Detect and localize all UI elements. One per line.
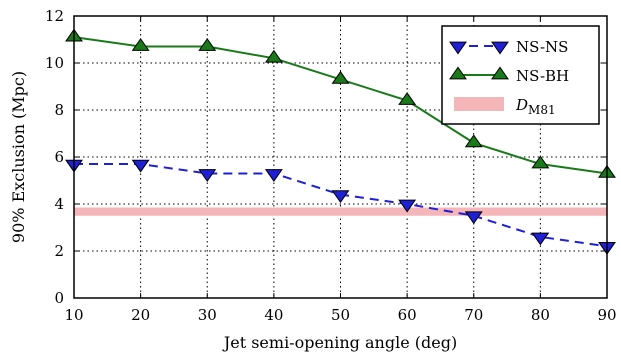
ns-ns-legend-marker <box>449 41 467 55</box>
y-tick-label: 4 <box>54 195 64 213</box>
ns-ns-data-point <box>131 159 150 173</box>
x-tick-label: 50 <box>331 306 350 324</box>
dm81-legend-swatch <box>454 97 504 111</box>
band-layer <box>74 207 607 216</box>
x-tick-label: 40 <box>264 306 283 324</box>
ns-ns-data-point <box>331 190 350 204</box>
ns-bh-legend-marker <box>449 66 467 80</box>
x-tick-label: 20 <box>131 306 150 324</box>
grid <box>74 16 607 298</box>
y-tick-label: 8 <box>54 101 64 119</box>
y-tick-label: 0 <box>54 289 64 307</box>
x-axis-label: Jet semi-opening angle (deg) <box>222 333 457 352</box>
ns-bh-legend-label: NS-BH <box>516 67 569 85</box>
ns-ns-data-point <box>198 169 217 182</box>
ticks: 10 20 30 40 50 60 70 80 90 0 2 4 6 8 10 12 <box>45 7 617 324</box>
ns-ns-data-point <box>264 169 283 182</box>
y-tick-label: 10 <box>45 54 64 72</box>
ns-ns-data-point <box>398 199 417 213</box>
ns-ns-legend-marker <box>491 41 509 55</box>
x-tick-label: 60 <box>398 306 417 324</box>
x-tick-label: 30 <box>198 306 217 324</box>
ns-ns-legend-label: NS-NS <box>516 38 568 56</box>
ns-ns-data-point <box>531 232 550 246</box>
x-tick-label: 70 <box>464 306 483 324</box>
series-layer <box>65 28 616 255</box>
dm81-band <box>74 207 607 216</box>
legend: NS-NS NS-BH DM81 <box>441 25 600 125</box>
ns-ns-data-point <box>464 211 483 225</box>
dm81-legend-label: DM81 <box>515 96 556 117</box>
ns-bh-data-point <box>398 92 417 105</box>
ns-bh-legend-marker <box>491 66 509 80</box>
ns-bh-data-point <box>531 155 550 169</box>
y-tick-label: 6 <box>54 148 64 166</box>
ns-bh-data-point <box>131 38 150 51</box>
ns-bh-data-point <box>198 38 217 51</box>
x-tick-label: 10 <box>64 306 83 324</box>
y-tick-label: 12 <box>45 7 64 25</box>
ns-bh-data-point <box>331 70 350 84</box>
x-tick-label: 80 <box>531 306 550 324</box>
ns-bh-data-point <box>264 49 283 63</box>
y-axis-label: 90% Exclusion (Mpc) <box>9 71 28 243</box>
x-tick-label: 90 <box>597 306 616 324</box>
ns-bh-data-point <box>464 134 483 148</box>
y-tick-label: 2 <box>54 242 64 260</box>
